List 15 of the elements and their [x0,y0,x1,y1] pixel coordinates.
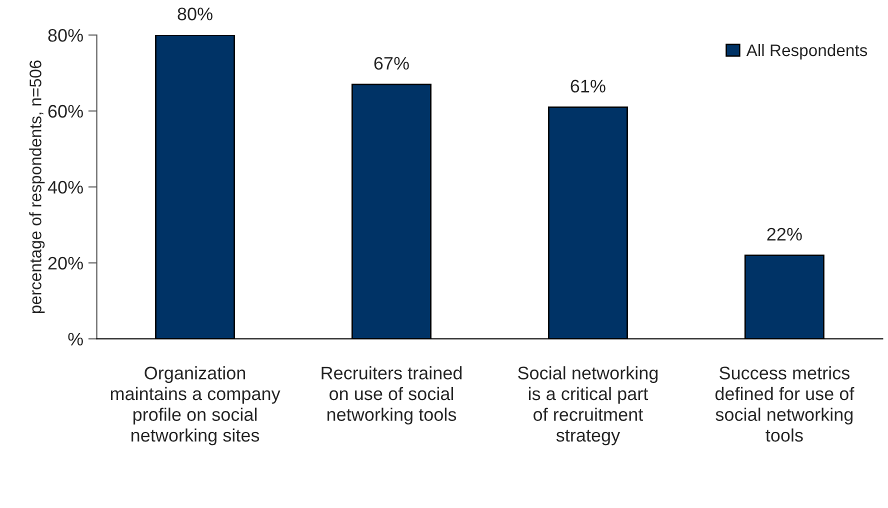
y-tick-label: 40% [48,180,83,194]
y-tick-label: 20% [48,256,83,270]
y-axis-title: percentage of respondents, n=506 [29,60,45,314]
data-label: 67% [374,56,409,70]
data-label: 22% [767,228,802,241]
data-label: 80% [178,8,212,20]
y-tick-label: 60% [48,104,83,118]
x-tick-label: Organization maintains a company profile on social networking sites [110,366,280,446]
y-tick-label: 80% [48,28,83,42]
y-tick-label: % [68,332,83,346]
x-tick-label: Recruiters trained on use of social networking tools [322,366,462,425]
x-tick-label: Success metrics defined for use of social networking tools [715,366,854,442]
data-label: 61% [570,80,606,93]
legend-label: All Respondents [746,44,868,60]
x-tick-label: Social networking is a critical part of recruitment strategy [518,366,658,446]
